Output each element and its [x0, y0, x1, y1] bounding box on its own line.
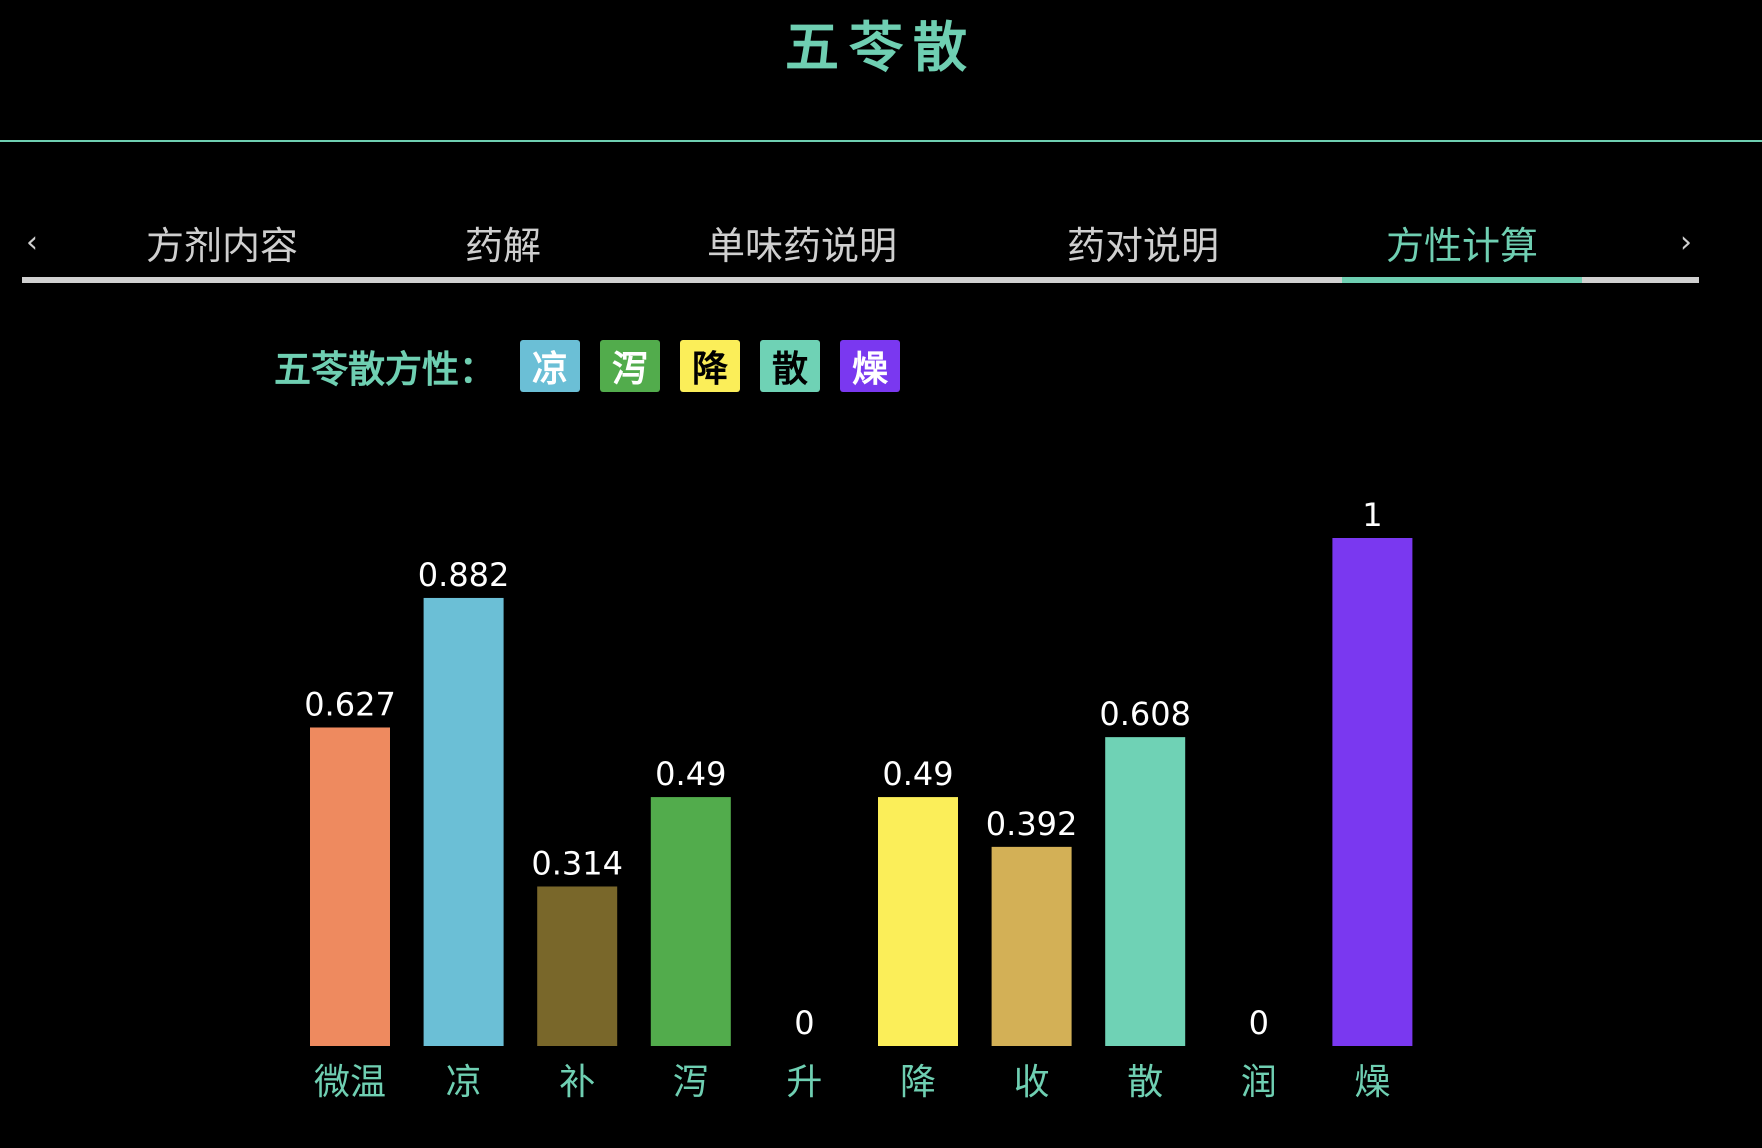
- tab-formula-content[interactable]: 方剂内容: [145, 224, 299, 268]
- chevron-right-icon[interactable]: ›: [1680, 225, 1692, 260]
- tab-single-herb[interactable]: 单味药说明: [706, 224, 898, 268]
- property-badge: 降: [680, 340, 740, 392]
- formula-properties: 五苓散方性： 凉 泻 降 散 燥: [274, 338, 920, 394]
- bar-value-label: 0: [794, 1004, 814, 1042]
- bar-燥[interactable]: [1332, 538, 1413, 1046]
- bar-散[interactable]: [1105, 737, 1186, 1046]
- category-label: 升: [786, 1062, 822, 1103]
- properties-label: 五苓散方性：: [274, 348, 496, 391]
- category-label: 微温: [314, 1062, 386, 1103]
- chevron-left-icon[interactable]: ‹: [26, 225, 38, 260]
- tab-track: [22, 277, 1699, 283]
- category-label: 燥: [1354, 1062, 1390, 1103]
- category-label: 凉: [446, 1062, 482, 1103]
- category-label: 泻: [673, 1062, 709, 1103]
- bar-value-label: 0.627: [304, 685, 396, 723]
- property-badge: 凉: [520, 340, 580, 392]
- bar-value-label: 0.49: [655, 755, 726, 793]
- bar-凉[interactable]: [423, 597, 504, 1046]
- bar-value-label: 0.49: [882, 755, 953, 793]
- category-label: 降: [900, 1062, 936, 1103]
- bar-泻[interactable]: [650, 797, 731, 1046]
- page-title: 五苓散: [0, 0, 1762, 142]
- bar-value-label: 0.608: [1099, 695, 1191, 733]
- bar-收[interactable]: [991, 846, 1072, 1046]
- bar-value-label: 0.314: [531, 844, 623, 882]
- category-label: 散: [1127, 1062, 1163, 1103]
- bar-微温[interactable]: [310, 727, 390, 1046]
- tab-bar: ‹ 方剂内容 药解 单味药说明 药对说明 方性计算 ›: [22, 205, 1699, 283]
- active-tab-indicator: [1342, 277, 1582, 283]
- bar-value-label: 0: [1249, 1004, 1269, 1042]
- bar-补[interactable]: [537, 886, 618, 1046]
- tab-herb-explanation[interactable]: 药解: [464, 224, 542, 268]
- category-label: 润: [1241, 1062, 1277, 1103]
- category-label: 补: [559, 1062, 595, 1103]
- category-label: 收: [1014, 1062, 1050, 1103]
- bar-value-label: 1: [1362, 496, 1382, 534]
- property-badge: 泻: [600, 340, 660, 392]
- tab-herb-pairs[interactable]: 药对说明: [1066, 224, 1220, 268]
- tab-property-calc[interactable]: 方性计算: [1385, 224, 1539, 268]
- property-badge: 散: [760, 340, 820, 392]
- bar-降[interactable]: [878, 797, 958, 1046]
- bar-value-label: 0.392: [986, 805, 1078, 843]
- bar-value-label: 0.882: [418, 556, 510, 594]
- property-badge: 燥: [840, 340, 900, 392]
